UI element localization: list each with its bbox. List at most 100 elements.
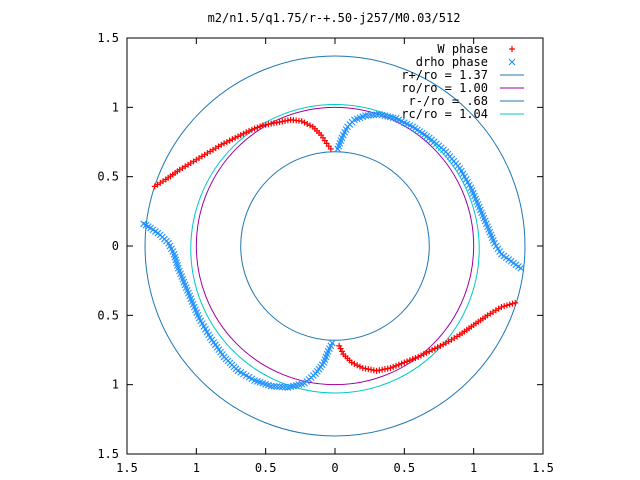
drho-phase-point bbox=[181, 281, 189, 289]
drho-phase-point bbox=[384, 112, 392, 120]
drho-phase-point bbox=[367, 111, 375, 119]
drho-phase-point bbox=[267, 382, 275, 390]
axis-ticks: 1.5 1 0.5 0 0.5 1 1.51.510.500.511.5 bbox=[97, 31, 554, 475]
drho-phase-point bbox=[188, 298, 196, 305]
drho-phase-point bbox=[465, 181, 473, 189]
drho-phase-point bbox=[494, 245, 502, 253]
y-tick-label: 1.5 bbox=[97, 447, 119, 461]
circle-series-line bbox=[144, 55, 526, 437]
drho-phase-point bbox=[174, 264, 182, 272]
drho-phase-point bbox=[166, 242, 174, 250]
drho-phase-point bbox=[467, 184, 475, 192]
drho-phase-point bbox=[403, 120, 411, 128]
drho-phase-point bbox=[276, 383, 283, 391]
x-tick-label: 1 bbox=[193, 461, 200, 475]
legend-label: W phase bbox=[437, 42, 488, 56]
x-tick-label: 1.5 bbox=[532, 461, 554, 475]
drho-phase-point bbox=[480, 214, 488, 222]
legend-label: r-/ro = .68 bbox=[409, 94, 488, 108]
drho-phase-point bbox=[387, 113, 394, 121]
drho-phase-point bbox=[185, 289, 192, 297]
drho-phase-point bbox=[265, 381, 272, 389]
drho-phase-point bbox=[172, 256, 180, 264]
x-tick-label: 0 bbox=[331, 461, 338, 475]
x-tick-label: 0.5 bbox=[255, 461, 277, 475]
drho-phase-point bbox=[202, 325, 209, 333]
drho-phase-point bbox=[169, 248, 177, 255]
drho-phase-point bbox=[370, 111, 378, 119]
drho-phase-point bbox=[183, 286, 191, 294]
drho-phase-point bbox=[189, 300, 197, 308]
drho-phase-point bbox=[398, 117, 405, 125]
drho-phase-point bbox=[190, 303, 198, 311]
drho-phase-point bbox=[178, 273, 186, 280]
drho-phase-point bbox=[144, 223, 152, 230]
drho-phase-point bbox=[278, 383, 286, 391]
drho-phase-point bbox=[256, 378, 264, 386]
series-cross bbox=[140, 110, 525, 391]
drho-phase-point bbox=[489, 237, 497, 244]
drho-phase-point bbox=[421, 131, 428, 139]
drho-phase-point bbox=[197, 317, 205, 325]
legend-label: r+/ro = 1.37 bbox=[401, 68, 488, 82]
circle-series bbox=[144, 55, 526, 437]
drho-phase-point bbox=[173, 259, 181, 267]
drho-phase-point bbox=[484, 223, 491, 230]
drho-phase-point bbox=[248, 375, 256, 383]
drho-phase-point bbox=[456, 164, 464, 172]
y-tick-label: 0.5 bbox=[97, 170, 119, 184]
drho-phase-point bbox=[186, 292, 194, 300]
legend-label: drho phase bbox=[416, 55, 488, 69]
drho-phase-point bbox=[457, 167, 465, 175]
drho-phase-point bbox=[488, 234, 496, 242]
drho-phase-point bbox=[491, 239, 498, 247]
drho-phase-point bbox=[400, 119, 408, 126]
drho-phase-point bbox=[203, 328, 211, 336]
drho-phase-point bbox=[200, 323, 208, 330]
drho-phase-point bbox=[392, 115, 400, 122]
drho-phase-point bbox=[179, 275, 187, 283]
drho-phase-point bbox=[517, 264, 525, 272]
x-tick-label: 1 bbox=[470, 461, 477, 475]
drho-phase-point bbox=[195, 314, 203, 322]
drho-phase-point bbox=[459, 170, 467, 178]
drho-phase-point bbox=[259, 379, 267, 387]
drho-phase-point bbox=[469, 189, 477, 197]
drho-phase-point bbox=[198, 320, 206, 328]
drho-phase-point bbox=[487, 231, 495, 239]
drho-phase-point bbox=[194, 311, 202, 319]
y-tick-label: 1 bbox=[112, 378, 119, 392]
drho-phase-point bbox=[496, 248, 504, 255]
drho-phase-point bbox=[389, 114, 397, 122]
drho-phase-point bbox=[508, 58, 516, 66]
drho-phase-point bbox=[242, 372, 250, 380]
drho-phase-point bbox=[177, 270, 184, 278]
drho-phase-point bbox=[364, 111, 372, 119]
drho-phase-point bbox=[378, 111, 386, 119]
drho-phase-point bbox=[180, 278, 188, 286]
drho-phase-point bbox=[240, 370, 247, 378]
drho-phase-point bbox=[474, 201, 482, 208]
drho-phase-point bbox=[395, 116, 403, 124]
drho-phase-point bbox=[273, 383, 281, 390]
drho-phase-point bbox=[411, 124, 419, 132]
drho-phase-point bbox=[375, 110, 383, 118]
drho-phase-point bbox=[237, 369, 245, 376]
drho-phase-point bbox=[416, 128, 424, 135]
drho-phase-point bbox=[492, 242, 500, 250]
drho-phase-point bbox=[193, 309, 201, 316]
drho-phase-point bbox=[472, 195, 480, 203]
drho-phase-point bbox=[423, 132, 431, 140]
drho-phase-point bbox=[477, 206, 484, 214]
drho-phase-point bbox=[253, 378, 261, 385]
drho-phase-point bbox=[481, 217, 489, 225]
legend-label: ro/ro = 1.00 bbox=[401, 81, 488, 95]
drho-phase-point bbox=[167, 245, 175, 253]
circle-series-line bbox=[240, 151, 430, 341]
drho-phase-point bbox=[170, 250, 178, 258]
drho-phase-point bbox=[473, 198, 481, 206]
drho-phase-point bbox=[461, 173, 468, 181]
drho-phase-point bbox=[373, 111, 380, 118]
